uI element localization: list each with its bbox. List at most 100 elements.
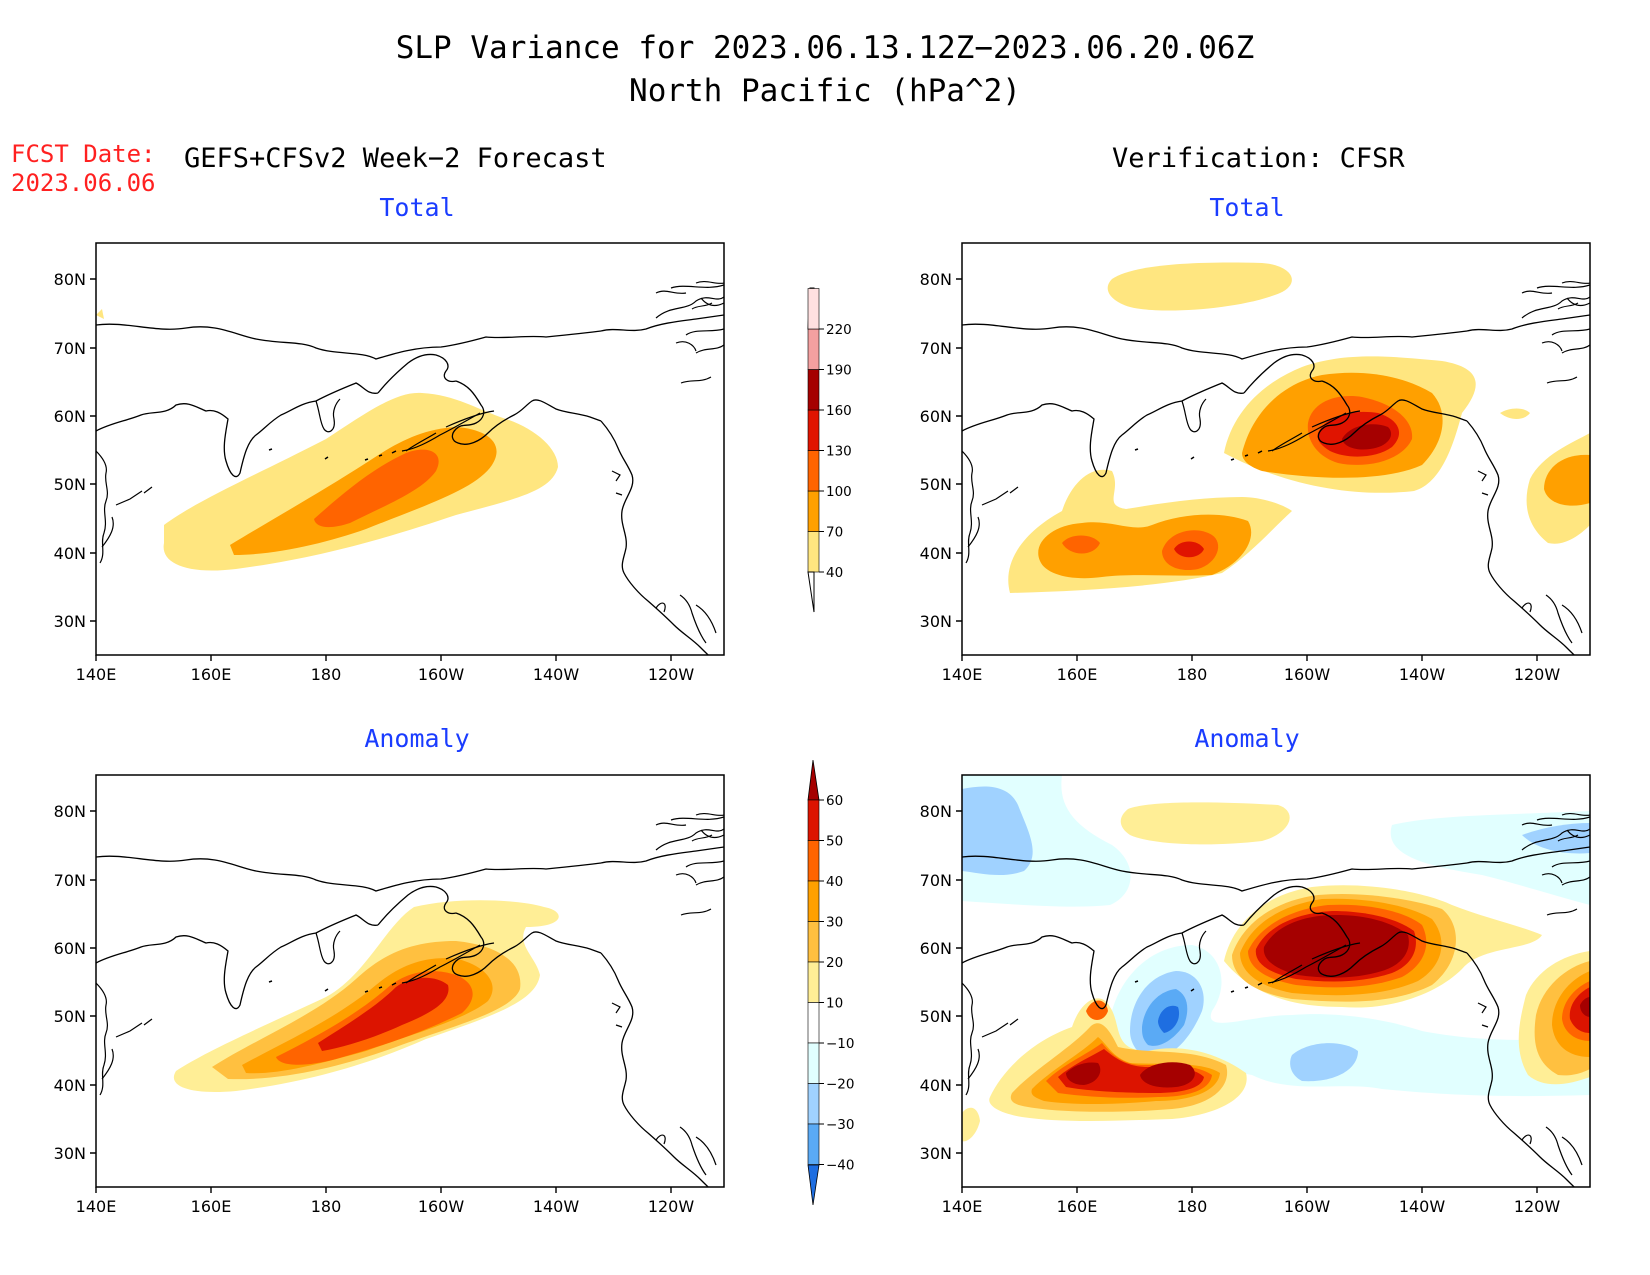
lat-tick-label: 80N	[920, 802, 952, 821]
lat-tick-label: 50N	[54, 1007, 86, 1026]
lon-tick-label: 140E	[76, 1197, 117, 1216]
contour-160-alaska	[1342, 424, 1392, 450]
lat-tick-label: 80N	[920, 270, 952, 289]
colorbar-total-label: 130	[826, 444, 852, 460]
lon-tick-label: 180	[1177, 665, 1208, 684]
anom-neg-20-nw	[962, 786, 1033, 876]
lon-tick-label: 160W	[418, 1197, 465, 1216]
colorbar-anomaly-label: 10	[826, 996, 843, 1012]
lon-tick-label: 120W	[1514, 1197, 1561, 1216]
lat-tick-label: 40N	[920, 544, 952, 563]
lon-tick-label: 160W	[1284, 1197, 1331, 1216]
contour-70-east	[1544, 454, 1590, 506]
contour-100	[314, 449, 439, 528]
panel-title-forecast-anomaly: Anomaly	[364, 724, 470, 753]
main-subtitle: North Pacific (hPa^2)	[629, 73, 1021, 109]
axis-labels: 140E 160E 180 160W 140W 120W 80N 70N 60N 50N 40N 30…	[54, 270, 1561, 1216]
map-verification-anomaly	[955, 774, 1591, 1194]
lat-tick-label: 80N	[54, 270, 86, 289]
map-forecast-total	[89, 242, 725, 662]
lat-tick-label: 40N	[920, 1076, 952, 1095]
lat-tick-label: 70N	[920, 871, 952, 890]
anom-neg-20-se	[1290, 1043, 1358, 1082]
panel-title-verification-anomaly: Anomaly	[1194, 724, 1300, 753]
lon-tick-label: 140W	[533, 1197, 580, 1216]
lon-tick-label: 160E	[1057, 665, 1098, 684]
colorbar-anomaly-label: −20	[826, 1077, 855, 1093]
colorbar-anomaly-label: 50	[826, 834, 843, 850]
lat-tick-label: 30N	[54, 612, 86, 631]
lon-tick-label: 140E	[942, 665, 983, 684]
lon-tick-label: 120W	[648, 1197, 695, 1216]
lat-tick-label: 60N	[54, 407, 86, 426]
forecast-heading: GEFS+CFSv2 Week−2 Forecast	[184, 143, 607, 174]
colorbar-anomaly-box	[807, 961, 820, 1003]
anom-neg-10-mid	[1112, 945, 1590, 1097]
lat-tick-label: 30N	[920, 612, 952, 631]
main-title: SLP Variance for 2023.06.13.12Z−2023.06.…	[395, 30, 1255, 66]
colorbar-total-label: 40	[826, 565, 843, 581]
colorbar-total-label: 100	[826, 484, 852, 500]
lon-tick-label: 140E	[942, 1197, 983, 1216]
anom-pos-60-sw	[1066, 1062, 1101, 1085]
lat-tick-label: 60N	[54, 939, 86, 958]
anom-pos-60-alaska	[1263, 915, 1409, 978]
lat-tick-label: 70N	[54, 339, 86, 358]
colorbar-total-box	[807, 288, 820, 330]
colorbar-total-box	[807, 490, 820, 532]
colorbar-total-box	[807, 369, 820, 411]
lon-tick-label: 160E	[1057, 1197, 1098, 1216]
colorbar-total-label: 190	[826, 363, 852, 379]
colorbar-anomaly-box	[807, 1042, 820, 1084]
anom-neg-20-ne	[1522, 823, 1590, 854]
lon-tick-label: 140W	[533, 665, 580, 684]
colorbar-total-box	[807, 450, 820, 492]
anom-contour-50	[318, 977, 449, 1051]
colorbar-anomaly-box	[807, 1123, 820, 1165]
lat-tick-label: 80N	[54, 802, 86, 821]
map-verification-total	[955, 242, 1591, 662]
colorbar-anomaly-box	[807, 1083, 820, 1125]
colorbar-total-label: 160	[826, 403, 852, 419]
anom-pos-10-top	[1120, 802, 1290, 845]
colorbar-total-box	[807, 409, 820, 451]
colorbar-total-box	[807, 531, 820, 573]
panel-title-forecast-total: Total	[379, 193, 455, 222]
fcst-date-label: FCST Date:	[11, 140, 156, 168]
colorbar-anomaly-box	[807, 880, 820, 922]
colorbar-anomaly: 60 50 40 30 20 10 −10 −20 −30 −40	[807, 759, 855, 1206]
lon-tick-label: 120W	[1514, 665, 1561, 684]
colorbar-anomaly-box	[807, 799, 820, 841]
lat-tick-label: 40N	[54, 544, 86, 563]
colorbar-anomaly-label: 20	[826, 955, 843, 971]
verification-heading: Verification: CFSR	[1112, 143, 1405, 174]
lat-tick-label: 70N	[54, 871, 86, 890]
lat-tick-label: 50N	[54, 475, 86, 494]
lat-tick-label: 50N	[920, 1007, 952, 1026]
anom-neg-10-ne	[1390, 811, 1590, 905]
anom-neg-40-mid	[1158, 1005, 1180, 1033]
colorbar-anomaly-box	[807, 1002, 820, 1044]
anom-pos-50-east	[1569, 987, 1590, 1033]
colorbar-anomaly-label: −40	[826, 1158, 855, 1174]
colorbar-anomaly-box	[807, 840, 820, 882]
lat-tick-label: 60N	[920, 407, 952, 426]
lat-tick-label: 50N	[920, 475, 952, 494]
lon-tick-label: 140W	[1399, 1197, 1446, 1216]
colorbar-anomaly-label: −30	[826, 1117, 855, 1133]
lon-tick-label: 160E	[191, 1197, 232, 1216]
colorbar-total-box	[807, 328, 820, 370]
lon-tick-label: 140E	[76, 665, 117, 684]
lat-tick-label: 40N	[54, 1076, 86, 1095]
lon-tick-label: 160E	[191, 665, 232, 684]
lat-tick-label: 30N	[920, 1144, 952, 1163]
colorbar-total: 40 70 100 130 160 190 220	[807, 287, 852, 613]
lon-tick-label: 180	[311, 665, 342, 684]
lat-tick-label: 60N	[920, 939, 952, 958]
lon-tick-label: 140W	[1399, 665, 1446, 684]
lon-tick-label: 120W	[648, 665, 695, 684]
colorbar-total-label: 220	[826, 322, 852, 338]
lat-tick-label: 30N	[54, 1144, 86, 1163]
colorbar-anomaly-label: 40	[826, 874, 843, 890]
lon-tick-label: 180	[1177, 1197, 1208, 1216]
